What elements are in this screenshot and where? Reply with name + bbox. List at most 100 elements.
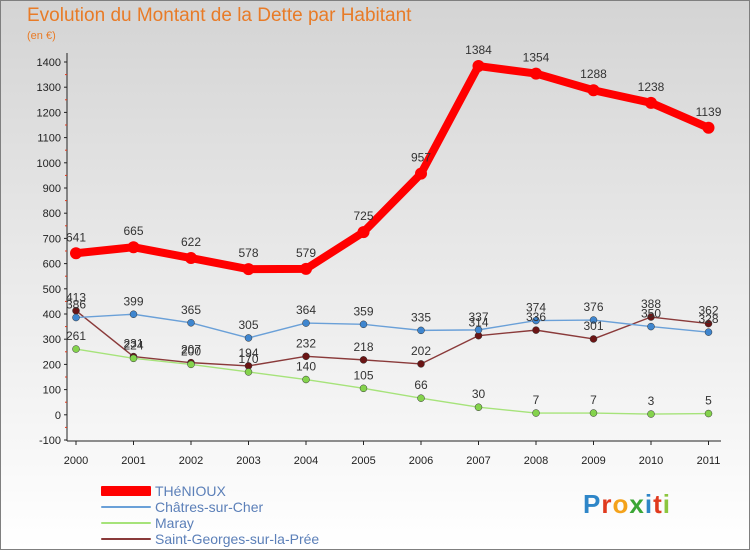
data-label-3: 388 [641, 297, 661, 311]
series-point-3 [417, 360, 425, 368]
x-tick-label: 2009 [581, 455, 605, 467]
x-tick-label: 2011 [697, 455, 721, 467]
series-point-1 [589, 316, 598, 324]
y-tick-label: 1000 [37, 158, 61, 170]
series-point-2 [302, 375, 310, 384]
series-point-1 [72, 313, 80, 322]
data-label-2: 3 [648, 394, 655, 408]
data-label-0: 641 [66, 230, 86, 244]
y-tick-label: 1200 [37, 107, 61, 119]
series-line-3 [75, 310, 710, 367]
data-label-0: 665 [123, 224, 143, 238]
x-tick-label: 2003 [236, 455, 260, 467]
legend-label: Châtres-sur-Cher [155, 499, 264, 515]
x-tick-label: 2000 [64, 455, 88, 467]
series-point-0 [300, 262, 312, 275]
data-label-1: 335 [411, 310, 431, 324]
x-tick-label: 2008 [524, 455, 548, 467]
series-point-3 [589, 335, 598, 343]
series-point-1 [187, 319, 195, 327]
series-point-3 [302, 352, 310, 361]
data-label-2: 5 [705, 394, 712, 408]
data-label-2: 200 [181, 344, 201, 358]
series-point-0 [357, 226, 370, 239]
series-point-0 [70, 247, 82, 260]
y-tick-label: 1300 [37, 82, 61, 94]
x-tick-label: 2005 [351, 455, 375, 467]
series-point-2 [187, 360, 195, 369]
data-label-1: 359 [353, 304, 373, 318]
series-point-2 [129, 354, 138, 363]
series-point-1 [532, 316, 540, 325]
y-tick-label: 700 [43, 233, 61, 245]
data-label-0: 1288 [580, 67, 607, 81]
series-point-3 [532, 326, 540, 334]
series-point-2 [359, 384, 368, 393]
series-point-0 [127, 241, 140, 254]
x-tick-label: 2004 [294, 455, 318, 467]
data-label-3: 362 [698, 304, 718, 318]
data-label-2: 7 [590, 393, 597, 407]
data-label-1: 386 [66, 298, 86, 312]
series-point-2 [474, 403, 483, 411]
series-point-2 [532, 409, 540, 417]
data-label-2: 105 [353, 368, 373, 382]
series-point-2 [589, 409, 598, 417]
series-point-2 [244, 368, 253, 376]
data-label-3: 336 [526, 310, 546, 324]
data-label-0: 725 [353, 209, 373, 223]
series-line-2 [75, 348, 710, 415]
x-tick-label: 2001 [121, 455, 145, 467]
data-label-0: 957 [411, 151, 431, 165]
legend-swatch [101, 538, 151, 540]
legend-label: THéNIOUX [155, 483, 226, 499]
series-point-1 [129, 310, 138, 319]
data-label-2: 224 [123, 338, 143, 352]
data-label-3: 232 [296, 336, 316, 350]
legend-swatch [101, 522, 151, 524]
data-label-3: 207 [181, 343, 201, 357]
chart-title: Evolution du Montant de la Dette par Hab… [27, 5, 412, 26]
data-label-3: 231 [123, 337, 143, 351]
data-label-0: 1384 [465, 43, 492, 57]
y-tick-label: 600 [43, 259, 61, 271]
logo-letter: t [653, 489, 663, 519]
logo-letter: i [662, 489, 671, 519]
series-point-2 [417, 394, 425, 402]
data-label-1: 337 [468, 310, 488, 324]
logo-letter: x [629, 489, 645, 519]
data-label-2: 30 [472, 387, 486, 401]
y-tick-label: 0 [55, 410, 61, 422]
data-label-3: 301 [583, 319, 603, 333]
data-label-1: 305 [238, 318, 258, 332]
x-tick-label: 2007 [466, 455, 490, 467]
proxiti-logo: Proxiti [583, 489, 671, 520]
data-label-1: 365 [181, 303, 201, 317]
y-tick-label: 200 [43, 359, 61, 371]
series-point-1 [474, 326, 483, 334]
data-label-3: 314 [468, 316, 488, 330]
series-point-0 [702, 121, 715, 134]
y-tick-label: 400 [43, 309, 61, 321]
legend-swatch [101, 486, 151, 496]
y-tick-label: 900 [43, 183, 61, 195]
series-point-0 [242, 263, 255, 276]
data-label-3: 218 [353, 340, 373, 354]
x-tick-label: 2006 [409, 455, 433, 467]
series-point-0 [415, 167, 427, 180]
data-label-0: 1354 [523, 51, 550, 65]
series-point-1 [704, 328, 713, 336]
data-label-2: 140 [296, 360, 316, 374]
data-label-1: 328 [698, 312, 718, 326]
logo-letter: o [612, 489, 630, 519]
y-tick-label: 1100 [37, 133, 61, 145]
data-label-2: 261 [66, 329, 86, 343]
data-label-0: 1139 [696, 105, 722, 119]
series-point-3 [647, 313, 655, 321]
logo-letter: P [583, 489, 602, 519]
series-point-1 [244, 334, 253, 342]
data-label-2: 170 [238, 352, 258, 366]
data-label-3: 194 [238, 346, 258, 360]
